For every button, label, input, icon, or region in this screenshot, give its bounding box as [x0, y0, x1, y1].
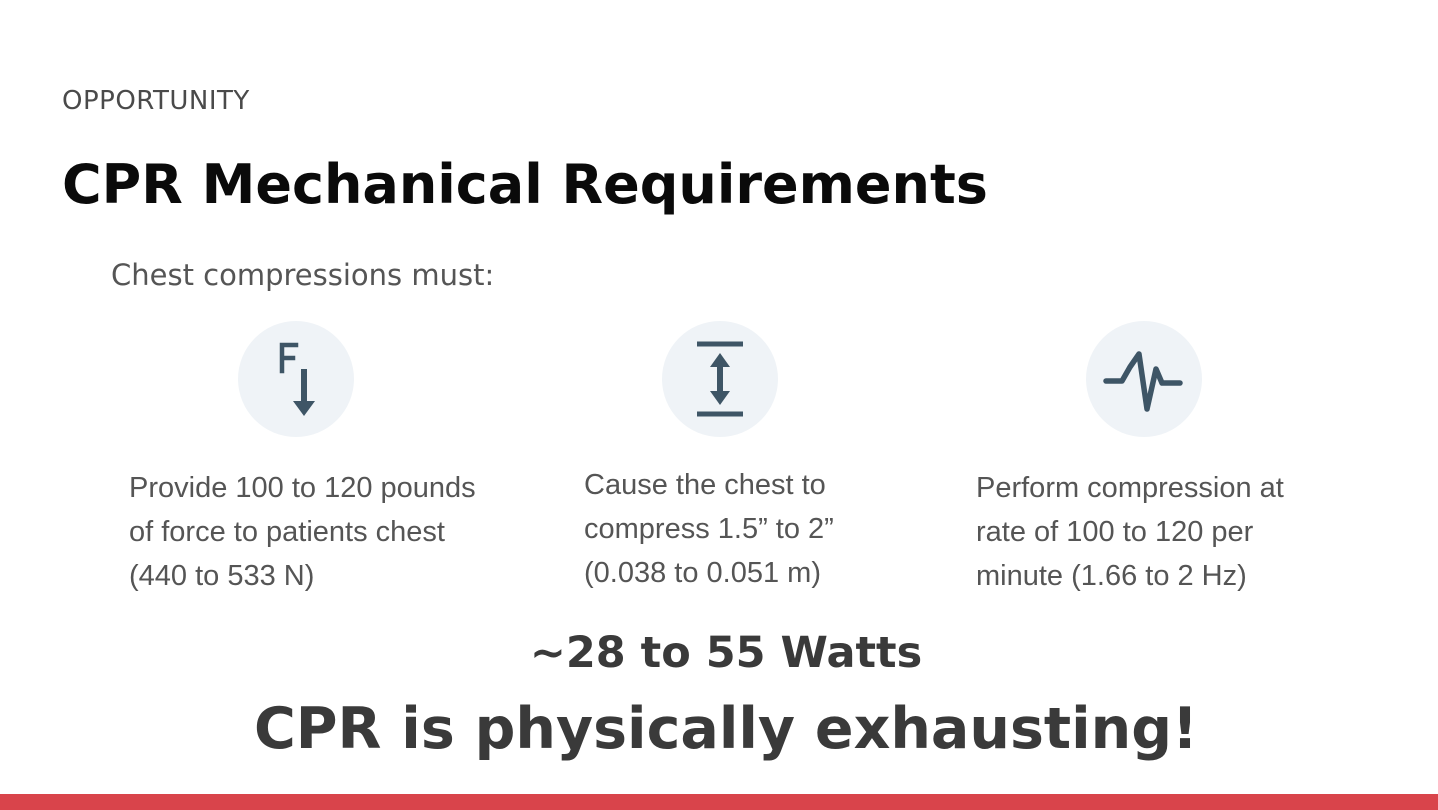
requirement-depth-line: Cause the chest to — [584, 469, 826, 501]
vertical-compression-icon — [697, 341, 743, 417]
heartbeat-pulse-icon — [1103, 351, 1183, 412]
conclusion-text: CPR is physically exhausting! — [253, 696, 1199, 762]
force-down-arrow-icon — [279, 342, 315, 416]
requirement-rate-text: Perform compression at rate of 100 to 12… — [976, 466, 1284, 598]
requirement-force-line: Provide 100 to 120 pounds — [129, 472, 476, 504]
footer-accent-bar — [0, 794, 1438, 810]
requirement-depth-line: (0.038 to 0.051 m) — [584, 557, 821, 589]
depth-icon-badge — [662, 321, 778, 437]
power-estimate: ~28 to 55 Watts — [529, 628, 923, 678]
page-title: CPR Mechanical Requirements — [62, 153, 988, 216]
section-label: OPPORTUNITY — [62, 86, 250, 116]
intro-text: Chest compressions must: — [111, 258, 495, 292]
requirement-depth-line: compress 1.5” to 2” — [584, 513, 834, 545]
requirement-force-line: of force to patients chest — [129, 516, 445, 548]
requirement-depth-text: Cause the chest to compress 1.5” to 2” (… — [584, 463, 834, 595]
requirement-rate-line: rate of 100 to 120 per — [976, 516, 1254, 548]
requirement-force-line: (440 to 533 N) — [129, 560, 315, 592]
requirement-force-text: Provide 100 to 120 pounds of force to pa… — [129, 466, 476, 598]
rate-icon-badge — [1086, 321, 1202, 437]
requirement-rate-line: Perform compression at — [976, 472, 1284, 504]
force-icon-badge — [238, 321, 354, 437]
requirement-rate-line: minute (1.66 to 2 Hz) — [976, 560, 1247, 592]
